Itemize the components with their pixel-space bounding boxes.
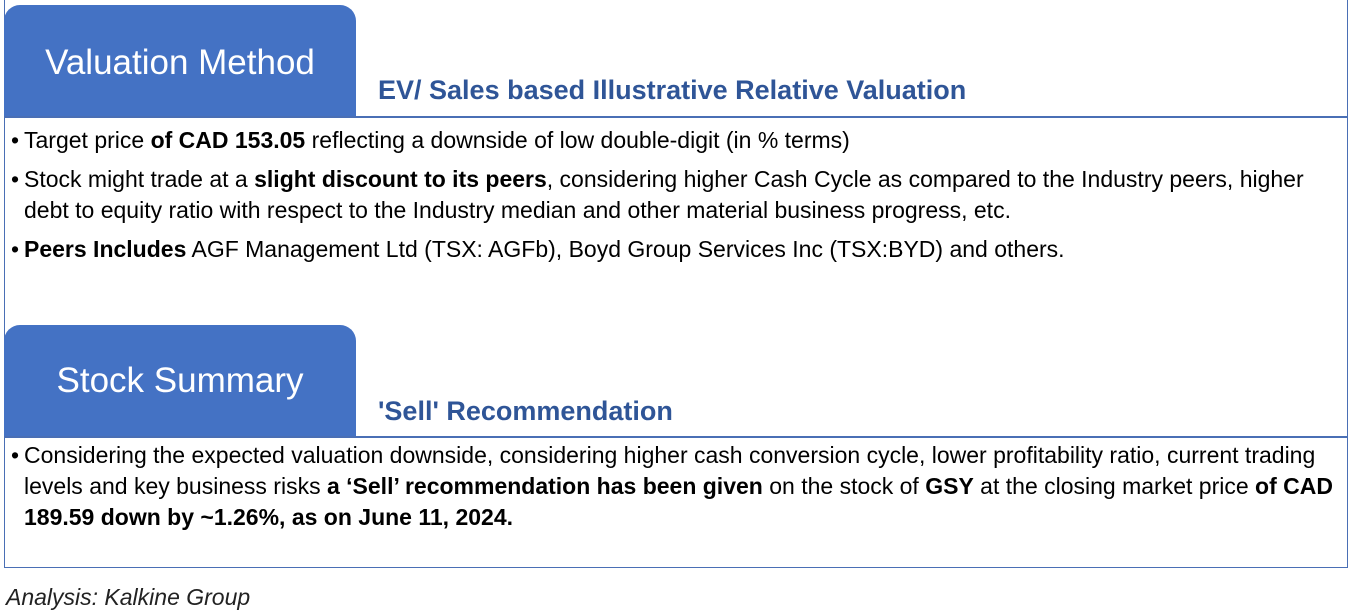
recommendation-subheading: 'Sell' Recommendation — [378, 396, 673, 426]
list-item: Target price of CAD 153.05 reflecting a … — [11, 125, 1345, 156]
section-divider — [4, 436, 1348, 438]
list-item: Stock might trade at a slight discount t… — [11, 164, 1345, 226]
valuation-bullet-list: Target price of CAD 153.05 reflecting a … — [11, 125, 1345, 273]
stock-summary-title: Stock Summary — [56, 361, 304, 400]
stock-summary-tab: Stock Summary — [4, 325, 356, 437]
valuation-subheading: EV/ Sales based Illustrative Relative Va… — [378, 75, 967, 105]
summary-bullet-list: Considering the expected valuation downs… — [11, 440, 1345, 541]
content-frame — [4, 0, 1348, 568]
section-divider — [4, 116, 1348, 118]
analysis-source-note: Analysis: Kalkine Group — [6, 584, 251, 610]
list-item: Peers Includes AGF Management Ltd (TSX: … — [11, 234, 1345, 265]
list-item: Considering the expected valuation downs… — [11, 440, 1345, 533]
valuation-method-title: Valuation Method — [45, 42, 315, 82]
valuation-method-tab: Valuation Method — [4, 5, 356, 117]
